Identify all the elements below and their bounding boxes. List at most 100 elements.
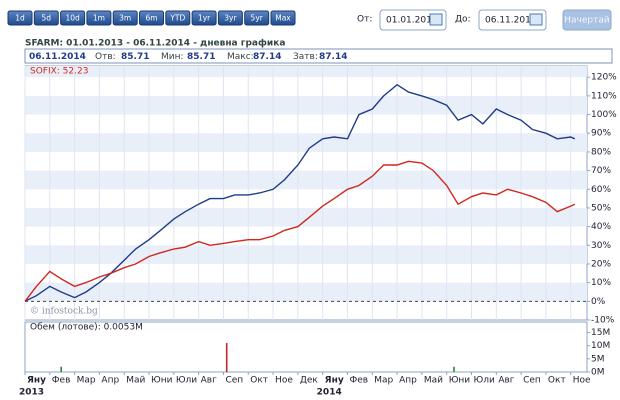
volume-title: Обем (лотове): 0.0053M bbox=[30, 323, 143, 333]
range-button-label[interactable]: 1yr bbox=[198, 14, 211, 23]
range-button-label[interactable]: Max bbox=[275, 14, 291, 23]
calendar-icon[interactable] bbox=[529, 13, 543, 26]
range-button[interactable] bbox=[165, 10, 191, 26]
header-title: SFARM: 01.01.2013 - 06.11.2014 - дневна … bbox=[25, 39, 285, 49]
x-tick-label: Окт bbox=[250, 376, 268, 386]
x-tick-label: Яну bbox=[27, 376, 46, 386]
info-label: Отв: bbox=[95, 52, 116, 62]
info-value: 85.71 bbox=[187, 52, 215, 62]
range-button[interactable] bbox=[86, 10, 112, 26]
range-button[interactable] bbox=[139, 10, 164, 26]
grid-band bbox=[25, 207, 587, 227]
info-date: 06.11.2014 bbox=[29, 52, 86, 62]
to-input[interactable] bbox=[478, 9, 547, 31]
x-tick-label: Ное bbox=[573, 376, 591, 386]
y-tick-label: 90% bbox=[591, 129, 611, 139]
range-button-label[interactable]: YTD bbox=[169, 14, 185, 23]
range-button[interactable] bbox=[270, 10, 296, 26]
y-tick-label: 110% bbox=[591, 91, 617, 101]
submit-label[interactable]: Начертай bbox=[564, 16, 610, 26]
range-button-label[interactable]: 3m bbox=[119, 14, 131, 23]
range-button[interactable] bbox=[191, 10, 217, 26]
range-button-label[interactable]: 6m bbox=[145, 14, 157, 23]
x-tick-label: Юни bbox=[151, 376, 173, 386]
year-label: 2013 bbox=[19, 388, 44, 398]
x-tick-label: Мар bbox=[374, 376, 393, 386]
range-button-label[interactable]: 5d bbox=[42, 14, 52, 23]
x-tick-label: Май bbox=[424, 376, 443, 386]
x-tick-label: Авг bbox=[498, 376, 514, 386]
y-tick-label: 40% bbox=[591, 222, 611, 232]
y-tick-label: 30% bbox=[591, 241, 611, 251]
grid-band bbox=[25, 66, 587, 78]
grid-band bbox=[25, 282, 587, 302]
x-tick-label: Юни bbox=[449, 376, 471, 386]
info-label: Макс: bbox=[227, 52, 254, 62]
range-button-label[interactable]: 1m bbox=[93, 14, 105, 23]
x-tick-label: Яну bbox=[325, 376, 344, 386]
from-value[interactable]: 01.01.2013 bbox=[386, 16, 438, 26]
y-tick-label: 5M bbox=[591, 354, 605, 364]
range-button[interactable] bbox=[7, 10, 33, 26]
y-tick-label: 10% bbox=[591, 278, 611, 288]
y-tick-label: 80% bbox=[591, 147, 611, 157]
volume-bar bbox=[225, 343, 228, 372]
y-tick-label: 120% bbox=[591, 73, 617, 83]
x-tick-label: Апр bbox=[101, 376, 119, 386]
grid-band bbox=[25, 133, 587, 152]
range-button-label[interactable]: 10d bbox=[65, 14, 80, 23]
range-button-label[interactable]: 5yr bbox=[251, 14, 264, 23]
info-label: Затв: bbox=[293, 52, 318, 62]
x-tick-label: Фев bbox=[349, 376, 368, 386]
x-tick-label: Сеп bbox=[523, 376, 541, 386]
volume-bar bbox=[453, 366, 455, 372]
to-label: До: bbox=[455, 15, 471, 25]
from-label: От: bbox=[357, 15, 372, 25]
x-tick-label: Сеп bbox=[225, 376, 243, 386]
x-tick-label: Юли bbox=[474, 376, 495, 386]
y-tick-label: 15M bbox=[591, 328, 610, 338]
x-tick-label: Апр bbox=[399, 376, 417, 386]
info-label: Мин: bbox=[161, 52, 184, 62]
calendar-icon[interactable] bbox=[429, 13, 443, 26]
range-button[interactable] bbox=[244, 10, 270, 26]
range-button[interactable] bbox=[112, 10, 138, 26]
y-tick-label: -10% bbox=[591, 316, 615, 326]
to-value[interactable]: 06.11.2014 bbox=[485, 16, 537, 26]
year-label: 2014 bbox=[317, 388, 342, 398]
range-button-label[interactable]: 3yr bbox=[224, 14, 237, 23]
x-tick-label: Дек bbox=[300, 376, 319, 386]
y-tick-label: 70% bbox=[591, 166, 611, 176]
x-tick-label: Май bbox=[126, 376, 145, 386]
range-button[interactable] bbox=[33, 10, 59, 26]
grid-band bbox=[25, 245, 587, 264]
y-tick-label: 100% bbox=[591, 110, 617, 120]
annotation: SOFIX: 52.23 bbox=[30, 67, 88, 77]
range-button-label[interactable]: 1d bbox=[15, 14, 25, 23]
info-value: 87.14 bbox=[319, 52, 347, 62]
y-tick-label: 20% bbox=[591, 259, 611, 269]
x-tick-label: Окт bbox=[548, 376, 566, 386]
plot-area bbox=[24, 321, 588, 373]
line-series bbox=[24, 160, 576, 302]
x-tick-label: Ное bbox=[275, 376, 293, 386]
info-box bbox=[24, 48, 613, 64]
x-tick-label: Юли bbox=[176, 376, 197, 386]
range-button[interactable] bbox=[217, 10, 243, 26]
y-tick-label: 60% bbox=[591, 185, 611, 195]
info-value: 87.14 bbox=[253, 52, 281, 62]
watermark: © infostock.bg bbox=[30, 307, 98, 317]
x-tick-label: Мар bbox=[77, 376, 96, 386]
y-tick-label: 0% bbox=[591, 297, 606, 307]
y-tick-label: 10M bbox=[591, 341, 610, 351]
submit-button[interactable] bbox=[562, 9, 612, 31]
x-tick-label: Авг bbox=[201, 376, 217, 386]
volume-bar bbox=[60, 366, 62, 372]
range-button[interactable] bbox=[60, 10, 86, 26]
y-tick-label: 50% bbox=[591, 203, 611, 213]
grid-band bbox=[25, 170, 587, 190]
y-tick-label: 0M bbox=[591, 368, 605, 378]
info-value: 85.71 bbox=[121, 52, 149, 62]
line-series bbox=[24, 83, 576, 302]
